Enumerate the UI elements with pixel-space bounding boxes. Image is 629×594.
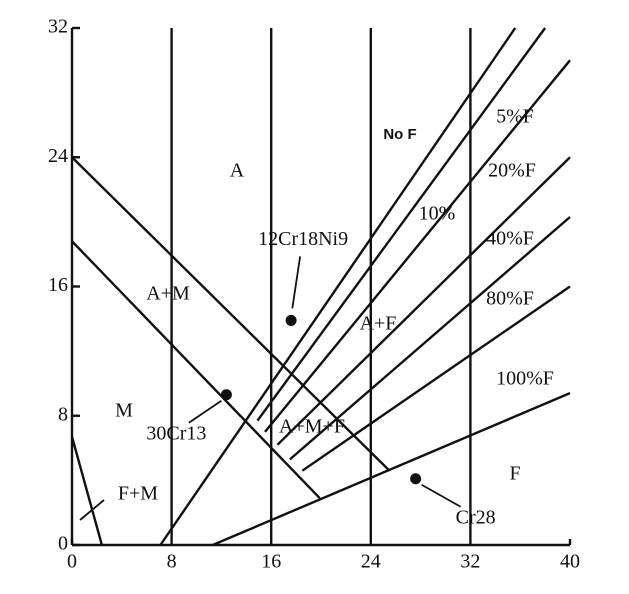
region-label: 5%F bbox=[496, 106, 534, 128]
region-label: 20%F bbox=[488, 160, 536, 182]
y-tick-label: 8 bbox=[58, 403, 68, 425]
leader-line bbox=[79, 499, 105, 521]
boundary-line bbox=[289, 216, 571, 461]
region-label: No F bbox=[383, 126, 416, 143]
steel-point bbox=[220, 389, 232, 401]
region-label: 40%F bbox=[486, 228, 534, 250]
region-label: M bbox=[115, 400, 133, 422]
steel-point bbox=[285, 314, 297, 326]
y-tick-label: 0 bbox=[58, 533, 68, 555]
region-label: A+M bbox=[146, 283, 190, 305]
boundary-line bbox=[212, 392, 571, 547]
region-label: F bbox=[509, 463, 520, 485]
boundary-line bbox=[70, 436, 104, 546]
point-label: 30Cr13 bbox=[146, 422, 206, 444]
leader-line bbox=[421, 483, 462, 508]
point-label: Cr28 bbox=[456, 506, 496, 528]
region-label: 80%F bbox=[486, 288, 534, 310]
x-tick-label: 32 bbox=[460, 551, 480, 573]
y-tick-label: 24 bbox=[48, 145, 68, 167]
region-label: F+M bbox=[118, 483, 158, 505]
steel-point bbox=[410, 473, 422, 485]
region-label: A+F bbox=[360, 313, 397, 335]
region-label: 100%F bbox=[496, 368, 554, 390]
x-tick-label: 24 bbox=[361, 551, 381, 573]
region-label: A bbox=[230, 160, 245, 182]
boundary-line bbox=[301, 285, 571, 472]
x-tick-label: 0 bbox=[67, 551, 77, 573]
x-tick-label: 16 bbox=[261, 551, 281, 573]
leader-line bbox=[291, 256, 302, 309]
boundary-line bbox=[276, 156, 571, 446]
leader-line bbox=[188, 400, 222, 424]
region-label: 10% bbox=[419, 203, 456, 225]
boundary-line bbox=[264, 59, 571, 433]
point-label: 12Cr18Ni9 bbox=[258, 228, 348, 250]
x-tick-label: 8 bbox=[167, 551, 177, 573]
boundary-line bbox=[159, 27, 517, 546]
y-tick-label: 16 bbox=[48, 274, 68, 296]
y-tick-label: 32 bbox=[48, 16, 68, 38]
region-label: A+M+F bbox=[279, 416, 345, 438]
boundary-line bbox=[71, 240, 321, 499]
boundary-line bbox=[256, 27, 547, 422]
x-tick-label: 40 bbox=[560, 551, 580, 573]
